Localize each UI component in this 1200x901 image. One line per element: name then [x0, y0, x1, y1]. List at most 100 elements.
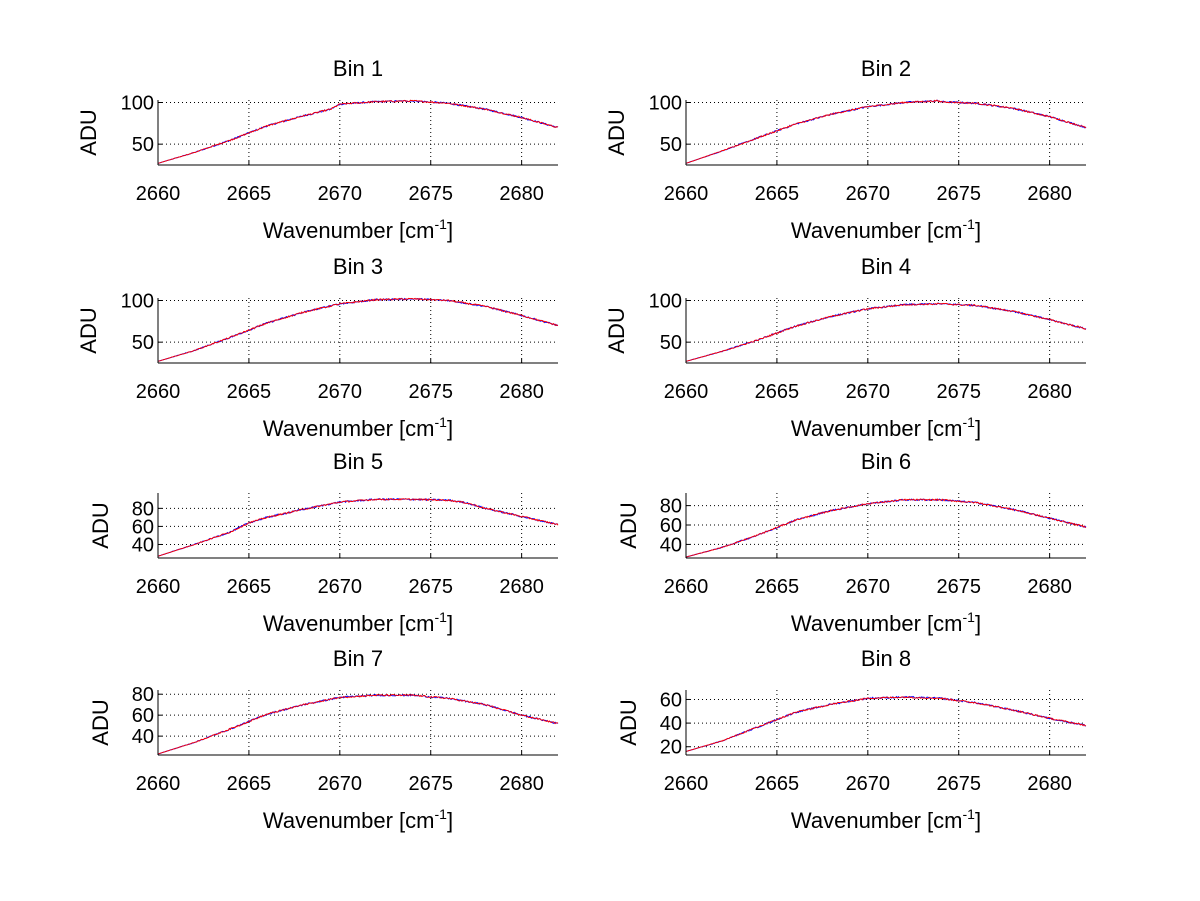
- y-tick-label: 60: [660, 515, 682, 537]
- y-tick-label: 40: [660, 534, 682, 556]
- series-line-spectrum-1: [157, 99, 559, 164]
- series-line-spectrum-1: [157, 497, 558, 557]
- x-tick-label: 2680: [1027, 576, 1072, 598]
- series-line-spectrum-2: [157, 693, 559, 755]
- x-tick-label: 2675: [408, 576, 453, 598]
- y-axis-label: ADU: [88, 502, 113, 548]
- series-line-spectrum-1: [157, 297, 559, 362]
- x-tick-label: 2665: [755, 381, 800, 403]
- x-tick-label: 2670: [846, 381, 891, 403]
- series-line-spectrum-2: [685, 99, 1087, 164]
- y-axis-label: ADU: [76, 307, 101, 353]
- x-tick-label: 2680: [499, 773, 544, 795]
- x-tick-label: 2665: [227, 773, 272, 795]
- x-tick-label: 2675: [408, 381, 453, 403]
- x-tick-label: 2680: [1027, 183, 1072, 205]
- x-tick-label: 2675: [936, 381, 981, 403]
- subplot-1: 2660 2665 2670 2675 2680 50 100 Bin 1 ADU Wavenum…: [76, 56, 559, 243]
- x-tick-label: 2675: [936, 576, 981, 598]
- subplot-title: Bin 5: [333, 449, 383, 474]
- series-line-spectrum-2: [685, 695, 1087, 752]
- y-tick-label: 80: [660, 496, 682, 518]
- subplot-title: Bin 7: [333, 646, 383, 671]
- x-tick-label: 2665: [755, 576, 800, 598]
- x-tick-label: 2670: [318, 773, 363, 795]
- y-axis-label: ADU: [616, 502, 641, 548]
- subplot-title: Bin 6: [861, 449, 911, 474]
- y-tick-label: 20: [660, 737, 682, 759]
- x-axis-label: Wavenumber [cm-1]: [791, 609, 981, 636]
- series-line-spectrum-1: [157, 693, 559, 755]
- subplot-title: Bin 8: [861, 646, 911, 671]
- y-tick-label: 50: [660, 332, 682, 354]
- series-line-spectrum-1: [685, 498, 1087, 558]
- x-axis-label: Wavenumber [cm-1]: [791, 806, 981, 833]
- x-tick-label: 2680: [499, 381, 544, 403]
- x-tick-label: 2665: [227, 183, 272, 205]
- subplot-title: Bin 4: [861, 254, 911, 279]
- y-tick-label: 40: [132, 726, 154, 748]
- x-tick-label: 2675: [936, 773, 981, 795]
- x-tick-label: 2665: [755, 773, 800, 795]
- x-axis-label: Wavenumber [cm-1]: [791, 216, 981, 243]
- x-tick-label: 2660: [664, 381, 709, 403]
- x-tick-label: 2680: [1027, 773, 1072, 795]
- x-tick-label: 2670: [846, 773, 891, 795]
- x-tick-label: 2670: [318, 381, 363, 403]
- x-axis-label: Wavenumber [cm-1]: [263, 414, 453, 441]
- x-tick-label: 2665: [755, 183, 800, 205]
- y-tick-label: 80: [132, 498, 154, 520]
- x-tick-label: 2675: [936, 183, 981, 205]
- series-line-spectrum-2: [157, 297, 559, 362]
- x-axis-label: Wavenumber [cm-1]: [791, 414, 981, 441]
- y-tick-label: 60: [132, 516, 154, 538]
- series-line-spectrum-1: [685, 99, 1087, 164]
- y-tick-label: 40: [132, 534, 154, 556]
- x-tick-label: 2660: [664, 576, 709, 598]
- y-tick-label: 100: [121, 93, 154, 115]
- y-tick-label: 50: [132, 134, 154, 156]
- series-line-spectrum-2: [685, 498, 1087, 558]
- x-tick-label: 2660: [664, 183, 709, 205]
- y-axis-label: ADU: [88, 699, 113, 745]
- x-tick-label: 2670: [846, 183, 891, 205]
- y-tick-label: 80: [132, 684, 154, 706]
- y-axis-label: ADU: [76, 109, 101, 155]
- x-tick-label: 2660: [136, 381, 181, 403]
- y-tick-label: 40: [660, 713, 682, 735]
- y-axis-label: ADU: [604, 307, 629, 353]
- x-axis-label: Wavenumber [cm-1]: [263, 806, 453, 833]
- y-tick-label: 100: [121, 291, 154, 313]
- subplot-4: 2660 2665 2670 2675 2680 50 100 Bin 4 ADU Wavenum…: [604, 254, 1087, 441]
- y-tick-label: 100: [649, 291, 682, 313]
- x-tick-label: 2660: [136, 576, 181, 598]
- y-axis-label: ADU: [616, 699, 641, 745]
- subplot-title: Bin 2: [861, 56, 911, 81]
- subplot-title: Bin 3: [333, 254, 383, 279]
- y-tick-label: 100: [649, 93, 682, 115]
- series-line-spectrum-2: [157, 99, 559, 164]
- y-axis-label: ADU: [604, 109, 629, 155]
- y-tick-label: 50: [660, 134, 682, 156]
- y-tick-label: 60: [660, 689, 682, 711]
- series-line-spectrum-1: [685, 695, 1086, 752]
- x-axis-label: Wavenumber [cm-1]: [263, 609, 453, 636]
- x-tick-label: 2670: [318, 183, 363, 205]
- series-line-spectrum-2: [685, 302, 1087, 362]
- x-axis-label: Wavenumber [cm-1]: [263, 216, 453, 243]
- x-tick-label: 2675: [408, 183, 453, 205]
- x-tick-label: 2660: [136, 183, 181, 205]
- x-tick-label: 2660: [664, 773, 709, 795]
- x-tick-label: 2680: [499, 576, 544, 598]
- y-tick-label: 60: [132, 705, 154, 727]
- x-tick-label: 2670: [846, 576, 891, 598]
- x-tick-label: 2665: [227, 381, 272, 403]
- x-tick-label: 2665: [227, 576, 272, 598]
- series-line-spectrum-2: [157, 497, 559, 557]
- subplot-title: Bin 1: [333, 56, 383, 81]
